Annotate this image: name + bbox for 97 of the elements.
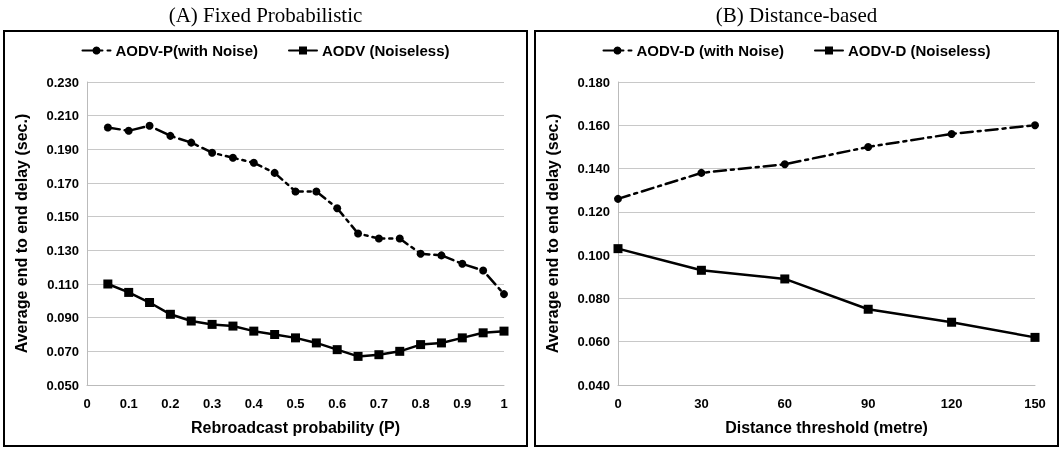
- x-tick-label: 150: [1024, 396, 1046, 411]
- y-tick-label: 0.180: [577, 74, 610, 90]
- x-tick-label: 0: [83, 396, 91, 411]
- point: [311, 338, 321, 348]
- point: [354, 229, 363, 238]
- y-tick-label: 0.040: [577, 377, 610, 393]
- point: [228, 153, 237, 162]
- x-tick-label: 0: [614, 396, 622, 411]
- point: [416, 249, 425, 258]
- point: [395, 346, 405, 356]
- y-axis-title: Average end to end delay (sec.): [543, 113, 561, 354]
- legend-label: AODV-D (with Noise): [636, 42, 784, 59]
- point: [1030, 332, 1040, 342]
- point: [187, 138, 196, 147]
- point: [228, 321, 238, 331]
- y-axis-title: Average end to end delay (sec.): [12, 113, 30, 354]
- y-tick-label: 0.060: [577, 334, 610, 350]
- point: [697, 168, 706, 177]
- x-tick-label: 0.5: [286, 396, 305, 411]
- point: [186, 316, 196, 326]
- point: [249, 158, 258, 167]
- x-tick-label: 120: [940, 396, 963, 411]
- x-tick-label: 0.8: [411, 396, 430, 411]
- y-tick-label: 0.150: [46, 209, 79, 225]
- point: [291, 187, 300, 196]
- point: [145, 298, 155, 308]
- point: [166, 131, 175, 140]
- legend-label: AODV (Noiseless): [321, 42, 450, 59]
- y-tick-label: 0.190: [46, 141, 79, 157]
- legend-label: AODV-P(with Noise): [115, 42, 258, 59]
- point: [270, 330, 280, 339]
- point: [124, 126, 133, 135]
- point: [165, 309, 175, 319]
- x-tick-label: 90: [860, 396, 876, 411]
- point: [332, 345, 342, 355]
- point: [947, 129, 956, 138]
- point: [436, 338, 446, 348]
- point: [479, 266, 488, 275]
- x-axis-title: Distance threshold (metre): [725, 418, 928, 436]
- point: [333, 204, 342, 213]
- point: [249, 326, 259, 336]
- point: [395, 234, 404, 243]
- point: [416, 340, 426, 350]
- point: [103, 123, 112, 132]
- chart-title: (A) Fixed Probabilistic: [167, 2, 364, 29]
- point: [1031, 121, 1039, 130]
- point: [207, 319, 217, 329]
- point: [145, 121, 154, 130]
- point: [864, 142, 873, 151]
- legend-label: AODV-D (Noiseless): [847, 42, 991, 59]
- y-tick-label: 0.130: [46, 242, 79, 258]
- x-tick-label: 0.1: [119, 396, 138, 411]
- x-tick-label: 1: [500, 396, 508, 411]
- y-tick-label: 0.170: [46, 175, 79, 191]
- point: [499, 326, 509, 336]
- y-tick-label: 0.120: [577, 204, 610, 220]
- point: [780, 160, 789, 169]
- point: [457, 333, 467, 343]
- x-tick-label: 60: [777, 396, 793, 411]
- point: [696, 265, 706, 275]
- chart-title: (B) Distance-based: [714, 2, 879, 29]
- x-tick-label: 0.7: [369, 396, 388, 411]
- point: [270, 168, 279, 177]
- point: [374, 350, 384, 360]
- point: [500, 290, 508, 299]
- point: [103, 279, 113, 289]
- point: [613, 244, 623, 254]
- y-tick-label: 0.140: [577, 161, 610, 177]
- point: [353, 351, 363, 361]
- x-tick-label: 0.9: [453, 396, 472, 411]
- point: [437, 251, 446, 260]
- point: [374, 234, 383, 243]
- point: [780, 274, 790, 284]
- y-tick-label: 0.230: [46, 74, 79, 90]
- y-tick-label: 0.090: [46, 310, 79, 326]
- x-tick-label: 0.6: [328, 396, 347, 411]
- point: [863, 304, 873, 314]
- point: [458, 259, 467, 268]
- x-tick-label: 0.3: [203, 396, 222, 411]
- x-tick-label: 30: [694, 396, 709, 411]
- x-tick-label: 0.4: [244, 396, 264, 411]
- y-tick-label: 0.050: [46, 377, 79, 393]
- y-tick-label: 0.070: [46, 343, 79, 359]
- point: [614, 194, 622, 203]
- point: [312, 187, 321, 196]
- x-axis-title: Rebroadcast probability (P): [191, 418, 400, 436]
- y-tick-label: 0.080: [577, 290, 610, 306]
- y-tick-label: 0.210: [46, 108, 79, 124]
- point: [124, 287, 134, 297]
- x-tick-label: 0.2: [161, 396, 180, 411]
- point: [478, 328, 488, 338]
- point: [947, 317, 957, 327]
- point: [291, 333, 300, 343]
- y-tick-label: 0.110: [47, 276, 79, 292]
- y-tick-label: 0.160: [577, 117, 610, 133]
- y-tick-label: 0.100: [577, 247, 610, 263]
- point: [208, 148, 217, 157]
